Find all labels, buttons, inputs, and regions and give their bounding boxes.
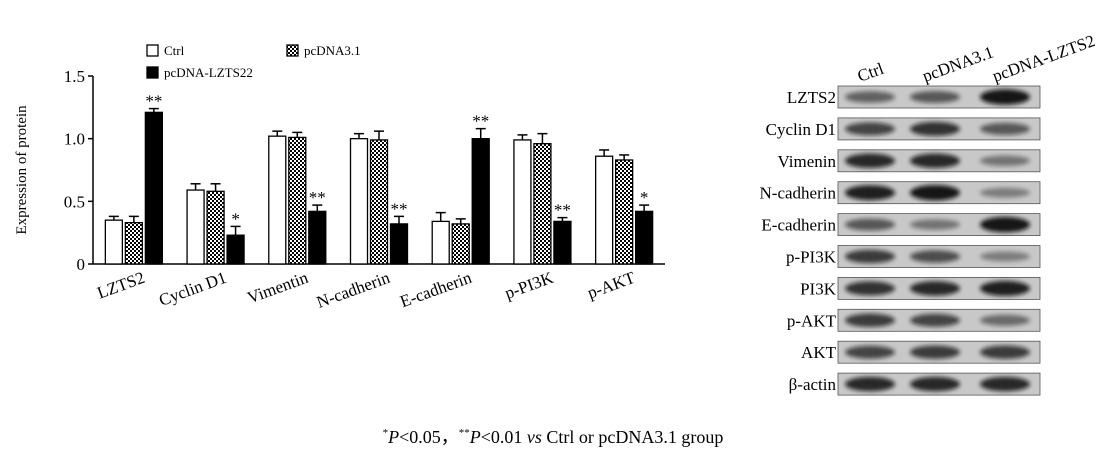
significance-label: ** — [145, 92, 162, 111]
page: Expression of protein *P<0.05，**P<0.01 v… — [0, 0, 1107, 451]
x-tick-label: E-cadherin — [398, 268, 475, 312]
footnote-part: ** — [459, 427, 470, 439]
bar — [452, 224, 469, 264]
blot-row-label: p-AKT — [787, 311, 837, 330]
bar — [309, 211, 326, 264]
bar — [187, 190, 204, 264]
blot-band — [845, 281, 895, 295]
bar — [616, 160, 633, 264]
bar — [534, 144, 551, 264]
significance-label: * — [640, 188, 649, 207]
footnote-part: <0.05， — [399, 427, 459, 447]
x-tick-label: LZTS2 — [95, 268, 148, 303]
blot-band — [845, 346, 895, 359]
footnote-part: P — [387, 427, 399, 447]
bar — [514, 140, 531, 264]
footnote: *P<0.05，**P<0.01 vs Ctrl or pcDNA3.1 gro… — [383, 427, 724, 447]
bar — [289, 137, 306, 264]
bar — [371, 140, 388, 264]
blot-band — [980, 123, 1030, 135]
bar — [207, 191, 224, 264]
lane-label: Ctrl — [855, 59, 887, 86]
blot-band — [980, 89, 1030, 105]
x-tick-label: p-PI3K — [502, 268, 556, 303]
y-tick-label: 1.0 — [64, 130, 85, 149]
blot-band — [980, 281, 1030, 296]
blot-band — [845, 219, 895, 231]
y-tick-label: 1.5 — [64, 67, 85, 86]
legend-label: Ctrl — [164, 43, 185, 58]
x-tick-label: Cyclin D1 — [156, 268, 229, 310]
blot-band — [910, 377, 960, 392]
blot-row-label: LZTS2 — [787, 88, 836, 107]
blot-band — [910, 219, 960, 230]
blot-band — [980, 315, 1030, 326]
bar — [269, 136, 286, 264]
bar — [351, 139, 368, 264]
bar — [391, 224, 408, 264]
legend-swatch — [287, 45, 298, 56]
legend-swatch — [147, 67, 158, 78]
blot-band — [910, 185, 960, 201]
blot-row-label: AKT — [801, 343, 837, 362]
bar — [472, 139, 489, 264]
lane-label: pcDNA-LZTS2 — [990, 31, 1098, 86]
y-axis-label: Expression of protein — [14, 105, 30, 235]
legend-label: pcDNA3.1 — [304, 43, 361, 58]
blot-band — [980, 217, 1030, 233]
blot-band — [910, 122, 960, 136]
x-tick-label: N-cadherin — [314, 268, 393, 312]
blot-band — [910, 154, 960, 169]
bar — [554, 221, 571, 264]
legend-label: pcDNA-LZTS22 — [164, 65, 253, 80]
bar — [227, 235, 244, 264]
blot-band — [845, 122, 895, 135]
bar — [596, 156, 613, 264]
blot-row-label: PI3K — [800, 279, 837, 298]
blot-band — [980, 252, 1030, 262]
blot-band — [845, 314, 895, 328]
blot-band — [980, 156, 1030, 167]
blot-band — [845, 91, 895, 103]
bar — [145, 112, 162, 264]
blot-band — [845, 377, 895, 392]
blot-band — [980, 345, 1030, 359]
blot-band — [845, 154, 895, 169]
blot-row-label: β-actin — [789, 375, 837, 394]
footnote-part: Ctrl or pcDNA3.1 group — [542, 427, 723, 447]
blot-band — [910, 281, 960, 296]
significance-label: ** — [472, 112, 489, 131]
blot-band — [910, 345, 960, 359]
blot-band — [980, 377, 1030, 392]
y-tick-label: 0.5 — [64, 192, 85, 211]
x-tick-label: p-AKT — [585, 268, 638, 303]
y-tick-label: 0 — [77, 255, 86, 274]
lane-label: pcDNA3.1 — [920, 43, 996, 86]
blot-row-label: p-PI3K — [786, 248, 837, 267]
bar — [125, 223, 142, 264]
bar — [636, 211, 653, 264]
footnote-part: vs — [527, 427, 542, 447]
blot-band — [910, 314, 960, 327]
blot-row-label: Cyclin D1 — [766, 120, 836, 139]
blot-band — [845, 185, 895, 200]
significance-label: ** — [554, 201, 571, 220]
bar — [432, 221, 449, 264]
blot-band — [980, 188, 1030, 198]
x-tick-label: Vimentin — [245, 268, 311, 308]
significance-label: ** — [391, 199, 408, 218]
blot-row-label: N-cadherin — [760, 184, 837, 203]
blot-row-label: Vimenin — [778, 152, 837, 171]
footnote-part: <0.01 — [481, 427, 527, 447]
blot-band — [910, 91, 960, 103]
significance-label: ** — [309, 188, 326, 207]
significance-label: * — [231, 209, 240, 228]
footnote-part: P — [469, 427, 481, 447]
blot-band — [910, 250, 960, 263]
bar — [105, 220, 122, 264]
blot-row-label: E-cadherin — [761, 216, 836, 235]
legend-swatch — [147, 45, 158, 56]
blot-band — [845, 250, 895, 264]
